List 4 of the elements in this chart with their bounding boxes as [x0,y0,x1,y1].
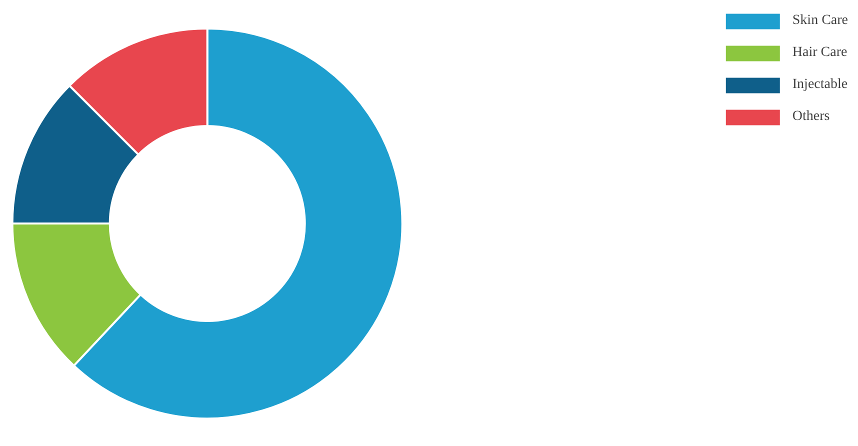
legend-label: Others [792,109,830,125]
legend-label: Hair Care [792,45,848,61]
legend-label: Injectable [792,77,848,93]
legend-label: Skin Care [792,13,848,29]
